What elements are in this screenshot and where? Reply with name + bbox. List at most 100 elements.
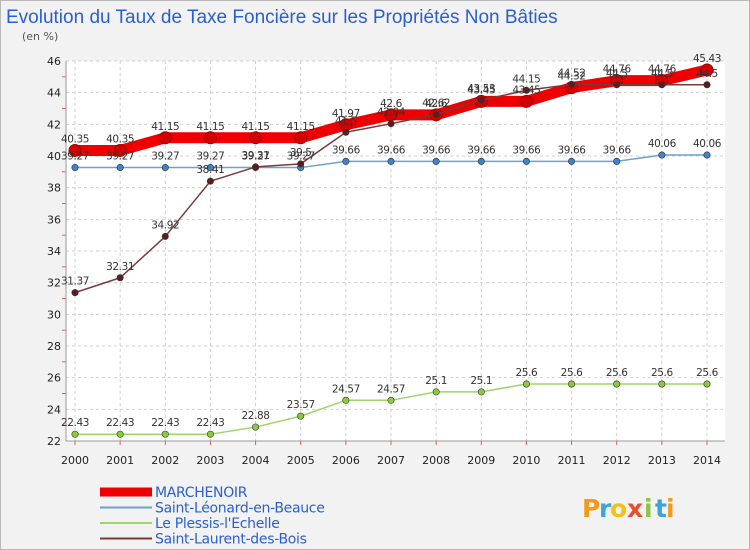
data-label: 25.1 xyxy=(470,375,492,387)
x-tick-label: 2014 xyxy=(693,454,721,467)
data-point xyxy=(206,177,214,185)
x-tick-label: 2012 xyxy=(603,454,631,467)
axes: 22 24 26 28 30 32 34 36 38 40 42 44 46 2000 2001 2002 20… xyxy=(47,55,725,467)
data-point xyxy=(658,151,666,159)
data-point xyxy=(703,380,711,388)
y-axis-unit-label: (en %) xyxy=(22,30,58,43)
data-label: 44.76 xyxy=(603,64,632,76)
logo-letter: i xyxy=(644,494,653,523)
legend-item: Saint-Laurent-des-Bois xyxy=(100,532,307,548)
y-tick-label: 24 xyxy=(47,403,61,416)
data-label: 24.57 xyxy=(377,383,405,395)
data-label: 44.52 xyxy=(558,67,586,79)
x-tick-label: 2002 xyxy=(151,454,179,467)
data-point xyxy=(342,157,350,165)
y-tick-label: 34 xyxy=(47,245,61,258)
data-label: 41.15 xyxy=(151,121,179,133)
data-point xyxy=(113,143,127,157)
data-point xyxy=(342,396,350,404)
data-point xyxy=(522,157,530,165)
data-label: 39.27 xyxy=(196,151,224,163)
y-tick-label: 40 xyxy=(47,150,61,163)
data-point xyxy=(432,388,440,396)
chart-title: Evolution du Taux de Taxe Foncière sur l… xyxy=(6,7,558,28)
logo-letter: o xyxy=(610,494,627,523)
data-point xyxy=(249,131,263,145)
data-point xyxy=(477,388,485,396)
data-label: 39.27 xyxy=(106,151,134,163)
x-tick-label: 2010 xyxy=(512,454,540,467)
legend-item: Saint-Léonard-en-Beauce xyxy=(100,501,325,517)
data-label: 39.66 xyxy=(422,144,451,156)
data-label: 24.57 xyxy=(332,383,360,395)
data-point xyxy=(158,131,172,145)
data-point xyxy=(161,164,169,172)
data-point xyxy=(387,120,395,128)
logo-letter: P xyxy=(582,494,600,523)
logo-letter: i xyxy=(666,494,675,523)
data-label: 41.5 xyxy=(335,115,357,127)
data-point xyxy=(613,380,621,388)
series-group xyxy=(68,63,714,438)
data-label: 25.6 xyxy=(696,367,718,379)
legend-item: MARCHENOIR xyxy=(100,485,248,501)
data-point xyxy=(613,81,621,89)
data-point xyxy=(116,164,124,172)
data-label: 43.45 xyxy=(512,84,540,96)
x-tick-label: 2007 xyxy=(377,454,405,467)
data-label: 43.45 xyxy=(467,84,495,96)
data-point xyxy=(206,164,214,172)
x-tick-label: 2006 xyxy=(332,454,360,467)
data-label: 25.6 xyxy=(516,367,538,379)
data-point xyxy=(297,160,305,168)
data-label: 42.62 xyxy=(422,98,450,110)
data-label: 39.27 xyxy=(287,151,315,163)
data-label: 40.35 xyxy=(106,133,134,145)
data-label: 39.27 xyxy=(61,151,89,163)
data-point xyxy=(658,81,666,89)
data-label: 42.6 xyxy=(425,98,447,110)
data-point xyxy=(477,157,485,165)
data-point xyxy=(116,274,124,282)
data-point xyxy=(703,81,711,89)
data-point xyxy=(252,163,260,171)
data-point xyxy=(700,63,714,77)
data-label: 39.66 xyxy=(558,144,587,156)
data-label: 34.92 xyxy=(151,219,179,231)
data-label: 39.66 xyxy=(332,144,361,156)
data-point xyxy=(522,380,530,388)
data-label: 31.37 xyxy=(61,276,89,288)
data-label: 22.88 xyxy=(242,410,270,422)
y-tick-label: 44 xyxy=(47,87,61,100)
data-point xyxy=(297,412,305,420)
data-label: 22.43 xyxy=(106,417,134,429)
x-tick-label: 2008 xyxy=(422,454,450,467)
y-tick-label: 22 xyxy=(47,435,61,448)
data-label: 43.53 xyxy=(467,83,495,95)
data-label: 40.06 xyxy=(648,138,677,150)
y-tick-label: 46 xyxy=(47,55,61,68)
legend-label: Le Plessis-l'Echelle xyxy=(155,516,280,532)
y-tick-label: 36 xyxy=(47,213,61,226)
data-point xyxy=(294,131,308,145)
data-label: 39.31 xyxy=(242,150,270,162)
data-label: 39.27 xyxy=(242,151,270,163)
data-label: 39.66 xyxy=(603,144,632,156)
data-point xyxy=(203,131,217,145)
data-point xyxy=(568,157,576,165)
logo-letter: r xyxy=(599,494,612,523)
data-point xyxy=(387,396,395,404)
data-label: 22.43 xyxy=(61,417,89,429)
x-tick-label: 2004 xyxy=(242,454,270,467)
legend-label: Saint-Léonard-en-Beauce xyxy=(155,501,325,517)
series-marchenoir xyxy=(68,63,714,157)
proxiti-logo: Pro x i t i xyxy=(582,494,675,523)
data-label: 22.43 xyxy=(196,417,224,429)
data-label: 39.5 xyxy=(290,147,312,159)
y-tick-label: 26 xyxy=(47,372,61,385)
data-label: 25.6 xyxy=(606,367,628,379)
data-point xyxy=(613,157,621,165)
data-point xyxy=(252,423,260,431)
